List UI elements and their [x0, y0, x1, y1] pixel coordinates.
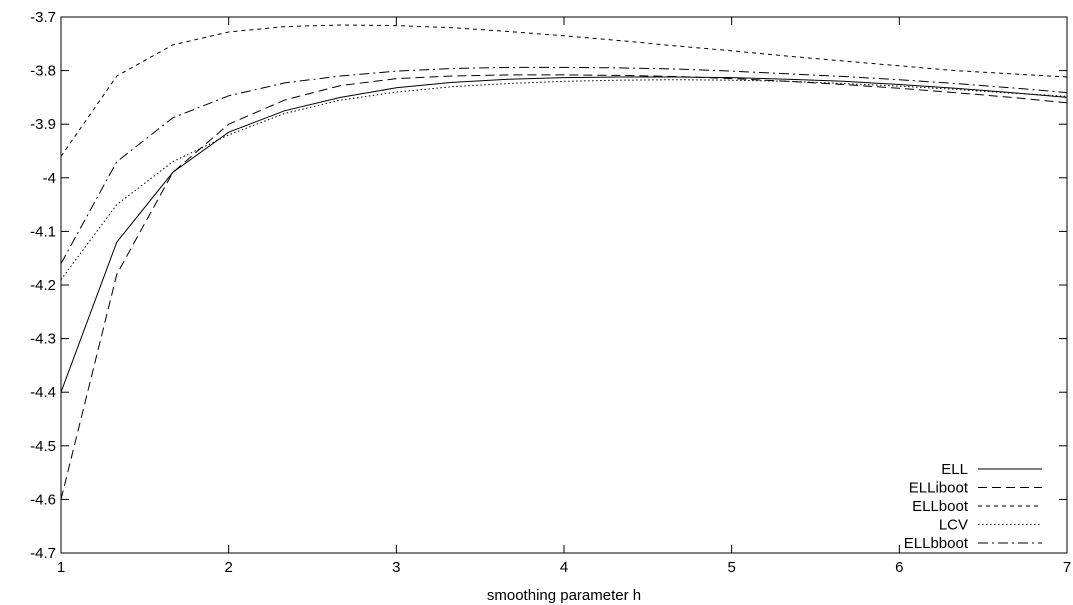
- series-line-ell: [60, 76, 1068, 393]
- y-tick-label: -4.5: [30, 438, 56, 455]
- x-tick-label: 6: [895, 559, 903, 576]
- plot-frame: [60, 16, 1068, 554]
- y-tick-label: -4.2: [30, 277, 56, 294]
- legend-label: ELLbboot: [904, 535, 969, 552]
- legend-label: ELLiboot: [909, 480, 969, 497]
- x-tick-label: 1: [57, 559, 65, 576]
- y-tick-label: -4.7: [30, 545, 56, 562]
- x-tick-label: 3: [392, 559, 400, 576]
- legend-label: ELL: [941, 461, 968, 478]
- x-tick-label: 7: [1063, 559, 1071, 576]
- series-line-ellbboot: [60, 66, 1068, 264]
- y-tick-label: -4.3: [30, 331, 56, 348]
- series-line-ellboot: [60, 24, 1068, 157]
- y-tick-label: -4.1: [30, 223, 56, 240]
- axis-ticks: 1 2 3 4 5 6 7 -3.7 -3.8 -3.9 -4 -4.1 -4.2 -4.3 -4.4 -4.…: [30, 9, 1071, 576]
- y-tick-label: -4: [43, 170, 56, 187]
- x-tick-label: 5: [727, 559, 735, 576]
- y-tick-label: -3.7: [30, 9, 56, 26]
- x-tick-label: 4: [560, 559, 568, 576]
- series-group: [60, 24, 1068, 500]
- x-axis-label: smoothing parameter h: [487, 587, 641, 604]
- legend-label: LCV: [939, 517, 968, 534]
- legend-label: ELLboot: [912, 498, 969, 515]
- x-tick-label: 2: [224, 559, 232, 576]
- y-tick-label: -3.8: [30, 63, 56, 80]
- y-tick-label: -4.6: [30, 491, 56, 508]
- y-tick-label: -4.4: [30, 384, 56, 401]
- series-line-elliboot: [60, 74, 1068, 500]
- series-line-lcv: [60, 79, 1068, 280]
- y-tick-label: -3.9: [30, 116, 56, 133]
